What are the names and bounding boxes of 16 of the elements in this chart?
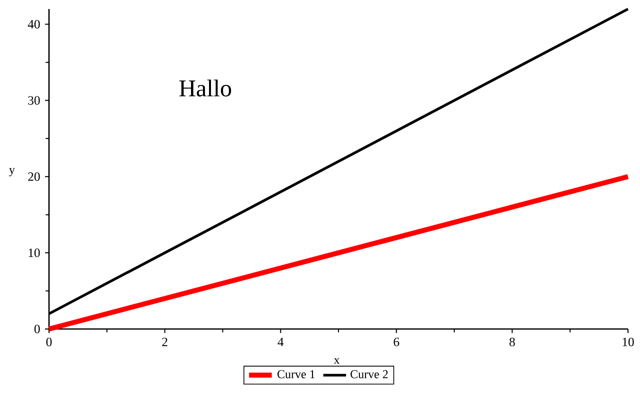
x-tick-label: 8: [510, 338, 515, 346]
y-tick-label: 20: [28, 172, 40, 181]
y-axis-title: y: [9, 168, 15, 176]
y-tick-label: 40: [28, 20, 40, 29]
x-axis-title: x: [334, 358, 340, 364]
x-tick-label: 10: [622, 338, 634, 346]
y-tick-label: 10: [28, 248, 40, 258]
x-tick-label: 4: [278, 338, 284, 346]
annotation: Hallo: [179, 80, 232, 96]
x-tick-label: 2: [162, 338, 168, 346]
legend-label: Curve 2: [350, 370, 388, 378]
y-tick-label: 30: [28, 96, 40, 105]
x-tick-label: 6: [394, 338, 400, 346]
x-tick-label: 0: [46, 338, 52, 346]
y-tick-label: 0: [34, 324, 40, 334]
legend-label: Curve 1: [277, 370, 315, 378]
